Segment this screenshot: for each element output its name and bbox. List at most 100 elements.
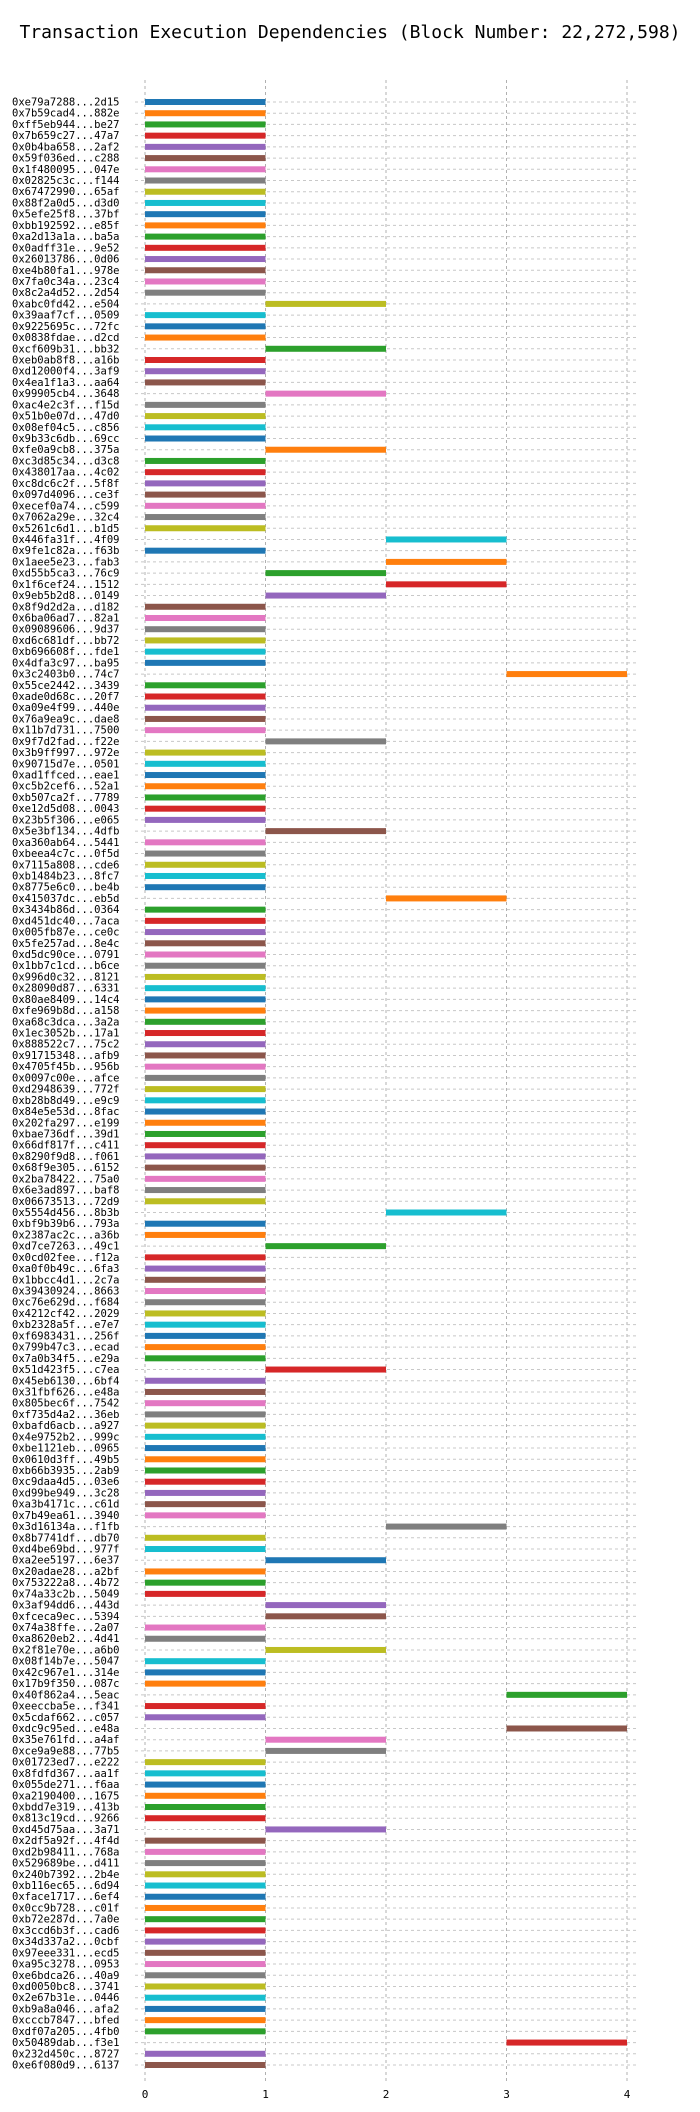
transaction-bar [386,1523,507,1530]
transaction-bar [145,1063,266,1070]
transaction-bar [145,727,266,734]
transaction-bar [145,99,266,105]
transaction-bar [265,570,386,577]
transaction-label: 0x3434b86d...0364 [12,904,119,916]
transaction-bar [145,1994,266,2001]
transaction-label: 0x08f14b7e...5047 [12,1656,119,1668]
transaction-label: 0x28090d87...6331 [12,983,119,995]
transaction-label: 0xb696608f...fde1 [12,646,119,658]
transaction-bar [145,626,266,633]
transaction-bar [265,300,386,307]
transaction-label: 0x3c2403b0...74c7 [12,669,119,681]
transaction-bar [145,1770,266,1777]
transaction-bar [386,895,507,902]
transaction-bar [145,188,266,195]
transaction-label: 0xc5b2cef6...52a1 [12,781,119,793]
transaction-bar [145,199,266,206]
transaction-bar [145,1804,266,1811]
transaction-label: 0xe6bdca26...40a9 [12,1970,119,1982]
transaction-bar [145,1837,266,1844]
transaction-label: 0xecef0a74...c599 [12,500,119,512]
transaction-label: 0xa2d13a1a...ba5a [12,231,119,243]
transaction-label: 0x8b7741df...db70 [12,1532,119,1544]
transaction-label: 0x59f036ed...c288 [12,153,119,165]
transaction-label: 0x4dfa3c97...ba95 [12,657,119,669]
transaction-label: 0xb28b8d49...e9c9 [12,1095,119,1107]
transaction-label: 0xe79a7288...2d15 [12,97,119,109]
y-tick-labels: 0xe79a7288...2d150x7b59cad4...882e0xff5e… [12,97,119,2072]
transaction-label: 0x90715d7e...0501 [12,758,119,770]
transaction-label: 0x8f9d2d2a...d182 [12,601,119,613]
transaction-label: 0x2387ac2c...a36b [12,1229,119,1241]
transaction-label: 0x4ea1f1a3...aa64 [12,377,119,389]
transaction-bar [386,581,507,588]
transaction-label: 0xbae736df...39d1 [12,1128,119,1140]
transaction-label: 0x51b0e07d...47d0 [12,411,119,423]
x-tick-label: 4 [624,2088,631,2101]
transaction-label: 0x9eb5b2d8...0149 [12,590,119,602]
transaction-bar [145,1400,266,1407]
transaction-label: 0x40f862a4...5eac [12,1689,119,1701]
transaction-bar [145,985,266,992]
transaction-bar [145,502,266,509]
transaction-label: 0x0adff31e...9e52 [12,242,119,254]
transaction-bar [145,2050,266,2057]
transaction-bar [265,390,386,397]
transaction-bar [145,839,266,846]
transaction-bar [145,1108,266,1115]
transaction-label: 0x09089606...9d37 [12,624,119,636]
transaction-label: 0x8fdfd367...aa1f [12,1768,119,1780]
transaction-bar [265,1826,386,1833]
transaction-label: 0xe6f080d9...6137 [12,2060,119,2072]
transaction-label: 0x35e761fd...a4af [12,1734,119,1746]
transaction-bar [145,1018,266,1025]
transaction-bar [145,1546,266,1553]
transaction-label: 0x0838fdae...d2cd [12,332,119,344]
transaction-label: 0x9b33c6db...69cc [12,433,119,445]
transaction-label: 0x80ae8409...14c4 [12,994,119,1006]
transaction-bar [145,413,266,420]
transaction-label: 0xd2b98411...768a [12,1846,119,1858]
transaction-bar [145,1949,266,1956]
transaction-bar [145,1265,266,1272]
transaction-bar [506,671,627,678]
transaction-label: 0x055de271...f6aa [12,1779,119,1791]
transaction-label: 0x31fbf626...e48a [12,1386,119,1398]
transaction-bar [145,1916,266,1923]
transaction-bar [265,738,386,745]
transaction-bar [145,1927,266,1934]
transaction-bar [145,222,266,229]
transaction-bar [145,1815,266,1822]
transaction-label: 0x438017aa...4c02 [12,467,119,479]
transaction-label: 0xd6c681df...bb72 [12,635,119,647]
transaction-label: 0xce9a9e88...77b5 [12,1745,119,1757]
transaction-label: 0x0b4ba658...2af2 [12,141,119,153]
transaction-label: 0x888522c7...75c2 [12,1039,119,1051]
transaction-bar [145,772,266,779]
transaction-label: 0x0cd02fee...f12a [12,1252,119,1264]
transaction-label: 0x232d450c...8727 [12,2048,119,2060]
transaction-label: 0x76a9ea9c...dae8 [12,713,119,725]
transaction-label: 0xc3d85c34...d3c8 [12,455,119,467]
transaction-label: 0x6ba06ad7...82a1 [12,612,119,624]
transaction-label: 0x39aaf7cf...0509 [12,310,119,322]
transaction-label: 0x17b9f350...087c [12,1678,119,1690]
transaction-bar [145,2028,266,2035]
transaction-bar [145,480,266,487]
transaction-label: 0x9f7d2fad...f22e [12,736,119,748]
transaction-bar [265,1736,386,1743]
chart-title: Transaction Execution Dependencies (Bloc… [19,22,681,43]
transaction-bar [145,368,266,375]
transaction-bar [145,1893,266,1900]
transaction-bar [145,1871,266,1878]
transaction-label: 0x84e5e53d...8fac [12,1106,119,1118]
transaction-label: 0x202fa297...e199 [12,1117,119,1129]
transaction-label: 0xa95c3278...0953 [12,1959,119,1971]
transaction-bar [145,1445,266,1452]
transaction-label: 0xfe0a9cb8...375a [12,444,119,456]
transaction-label: 0x5fe257ad...8e4c [12,938,119,950]
transaction-label: 0xbafd6acb...a927 [12,1420,119,1432]
transaction-bar [265,1366,386,1373]
transaction-bar [265,828,386,835]
transaction-bar [145,1489,266,1496]
